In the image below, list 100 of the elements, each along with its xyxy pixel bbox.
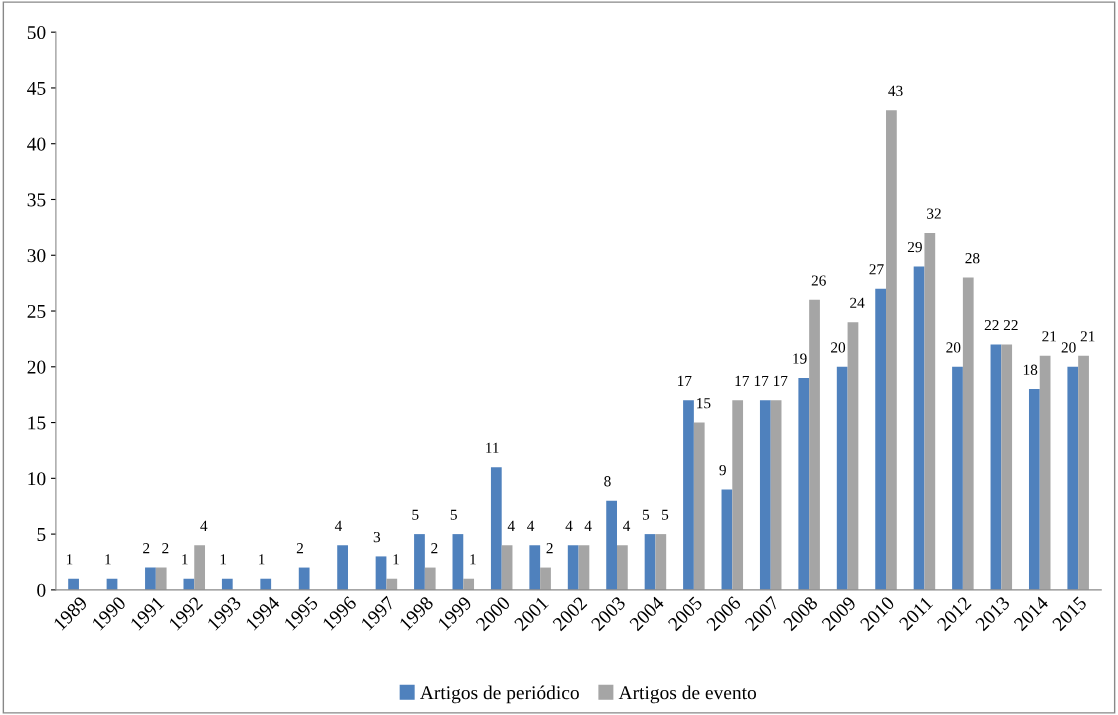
bar [424,567,436,590]
data-label: 15 [697,398,711,409]
bar [414,534,425,590]
data-label: 3 [373,531,381,543]
data-label: 24 [850,297,865,308]
y-tick-label: 15 [28,416,46,430]
data-label: 4 [507,520,515,531]
y-tick-label: 40 [27,137,46,151]
data-label: 4 [527,520,535,531]
data-label: 1 [66,554,73,565]
x-tick-label: 2001 [513,595,549,632]
y-tick-label: 45 [27,81,46,95]
bar [155,567,167,590]
bar [567,545,579,590]
bar [683,400,694,590]
bar [759,400,771,590]
data-label: 21 [1042,331,1057,342]
data-label: 17 [773,375,788,386]
data-label: 5 [412,509,419,520]
bar [644,534,656,590]
data-label: 9 [719,465,726,476]
data-label: 5 [642,509,650,520]
bar [962,277,974,590]
x-tick-label: 1993 [206,595,242,631]
y-tick-label: 25 [27,304,46,318]
bar [540,567,551,590]
y-tick-label: 50 [27,25,46,40]
bar [1001,344,1013,590]
legend-label: Artigos de periódico [419,685,579,704]
data-label: 5 [450,509,457,520]
data-label: 22 [984,320,999,331]
bar [732,400,744,590]
data-label: 22 [1003,320,1018,331]
data-label: 32 [927,208,941,219]
x-tick-label: 1991 [129,596,165,631]
bar [145,567,156,590]
bar [721,489,733,590]
y-tick-label: 0 [37,583,46,597]
y-tick-label: 10 [28,472,46,486]
data-label: 28 [965,253,980,264]
bar [847,322,859,590]
bar [1028,389,1040,590]
data-label: 8 [604,476,611,487]
data-label: 4 [565,520,573,531]
data-label: 2 [162,543,169,554]
data-label: 1 [259,554,265,565]
data-label: 4 [334,520,343,531]
bar [452,534,464,590]
bar [693,422,705,590]
data-label: 20 [946,342,961,353]
data-label: 26 [811,275,826,286]
data-label: 27 [869,264,884,275]
bar [990,344,1002,590]
data-label: 4 [584,520,592,531]
bar [809,299,820,590]
data-label: 2 [143,543,150,554]
bar [68,578,79,590]
data-label: 18 [1023,364,1038,375]
bar [386,578,398,590]
bar [463,578,475,590]
y-tick-label: 35 [27,193,46,207]
bar [1067,366,1079,590]
bar [617,545,628,590]
data-label: 1 [105,554,111,565]
data-label: 1 [470,554,476,565]
data-label: 11 [486,442,499,453]
data-label: 2 [546,543,553,554]
bar [770,400,782,590]
data-label: 4 [200,520,208,531]
bar [798,377,810,590]
y-tick-label: 5 [37,528,46,542]
bar [183,578,195,590]
bar [501,545,513,590]
bar [578,545,590,590]
data-label: 2 [296,543,303,554]
bar [913,266,925,590]
bar [886,110,897,590]
bar [490,467,502,590]
bar [194,545,206,590]
bar [221,578,233,590]
data-label: 43 [888,85,903,97]
bar [836,366,848,590]
data-label: 19 [793,353,807,364]
y-tick-label: 20 [27,360,46,374]
bar [298,567,310,590]
bar [1039,355,1051,590]
data-label: 1 [393,554,399,565]
data-label: 1 [182,554,188,565]
data-label: 17 [735,375,750,386]
data-label: 17 [678,375,692,386]
bar [952,366,963,590]
data-label: 17 [754,375,769,386]
data-label: 2 [431,543,438,554]
bar [337,545,348,590]
bar [924,232,936,590]
data-label: 20 [831,342,846,353]
bar [375,556,387,590]
bar [606,500,617,590]
x-tick-label: 2011 [898,595,934,631]
data-label: 20 [1061,342,1076,353]
